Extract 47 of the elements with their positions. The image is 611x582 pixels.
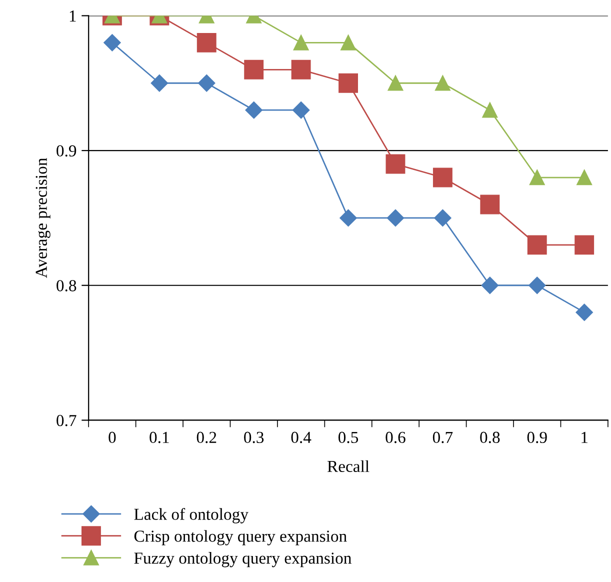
point	[482, 102, 498, 118]
point	[292, 102, 310, 119]
point	[434, 209, 452, 227]
y-tick-label: 0.8	[56, 280, 76, 292]
point	[150, 74, 168, 92]
x-tick-label: 0.9	[527, 432, 547, 444]
y-tick-label: 0.9	[56, 145, 76, 157]
point	[198, 74, 216, 92]
y-tick-label: 0.7	[56, 414, 76, 426]
point	[432, 168, 452, 188]
point	[386, 154, 406, 174]
y-axis-title: Average precision	[36, 158, 50, 278]
legend-label: Lack of ontology	[134, 508, 248, 524]
point	[338, 73, 358, 93]
x-tick-label: 0.6	[386, 432, 406, 444]
point	[245, 102, 262, 119]
point	[196, 32, 216, 52]
y-tick-label: 1	[70, 10, 76, 22]
point	[435, 75, 450, 91]
x-tick-label: 0	[108, 432, 116, 444]
x-tick-label: 0.5	[338, 432, 358, 444]
point	[481, 276, 498, 294]
x-tick-label: 0.1	[150, 432, 169, 444]
x-axis-title: Recall	[327, 460, 370, 472]
x-tick-label: 0.4	[291, 432, 312, 444]
point	[527, 235, 547, 255]
legend-label: Fuzzy ontology query expansion	[134, 552, 352, 568]
point	[529, 170, 545, 186]
point	[340, 35, 356, 50]
point	[576, 304, 593, 321]
x-tick-label: 0.7	[432, 432, 453, 444]
point	[480, 194, 500, 214]
point	[291, 60, 311, 80]
point	[574, 235, 594, 255]
point	[293, 35, 309, 50]
legend-label: Crisp ontology query expansion	[134, 530, 347, 546]
x-tick-label: 1	[582, 432, 588, 443]
x-tick-label: 0.8	[480, 432, 500, 444]
point	[528, 276, 546, 294]
point	[388, 75, 404, 91]
x-tick-label: 0.3	[244, 432, 264, 444]
point	[576, 170, 592, 186]
point	[340, 209, 357, 227]
x-tick-label: 0.2	[196, 432, 216, 444]
point	[386, 209, 404, 227]
point	[244, 60, 264, 80]
point	[104, 34, 121, 52]
